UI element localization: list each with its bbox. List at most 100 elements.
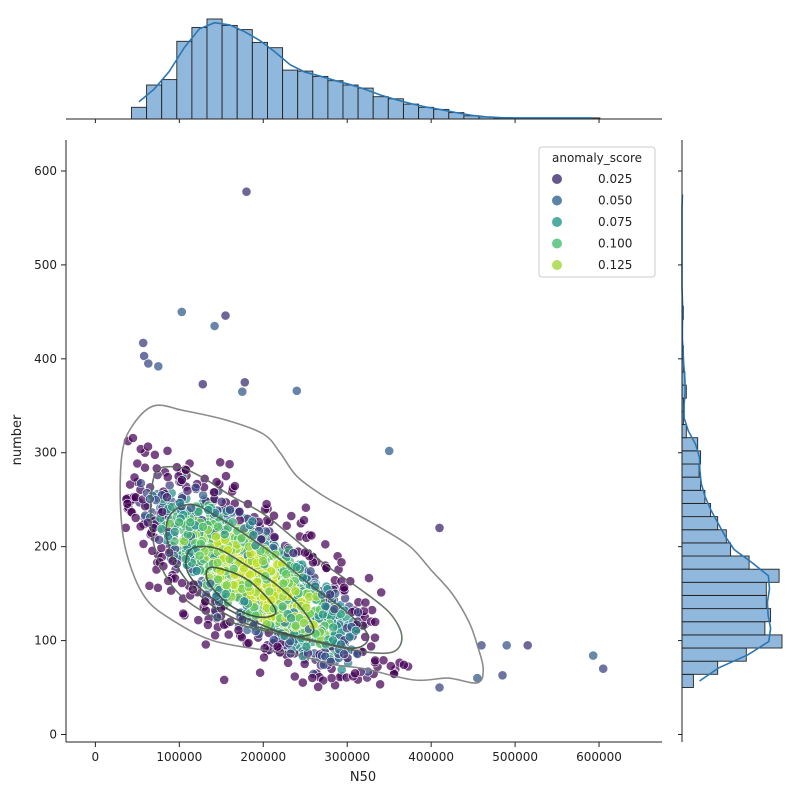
scatter-point <box>122 498 133 509</box>
scatter-point-outlier <box>588 650 599 661</box>
scatter-point-outlier <box>209 321 220 331</box>
scatter-point <box>177 578 187 588</box>
x-axis-label: N50 <box>350 770 376 785</box>
scatter-point <box>223 629 234 640</box>
scatter-point <box>299 515 309 526</box>
histogram-bar-y <box>681 529 727 544</box>
histogram-bar-y <box>681 621 766 636</box>
scatter-point <box>200 639 211 650</box>
scatter-point <box>286 511 297 521</box>
scatter-point <box>220 589 231 599</box>
histogram-bar-x <box>403 103 420 120</box>
scatter-point <box>269 532 280 542</box>
y-tick-label: 100 <box>34 634 57 648</box>
scatter-point <box>289 671 300 682</box>
scatter-point <box>215 457 226 468</box>
histogram-bar-x <box>297 70 314 120</box>
scatter-point <box>328 622 339 633</box>
legend-entry-label: 0.025 <box>598 172 632 186</box>
histogram-bar-x <box>387 98 404 120</box>
kde-contour-line <box>150 465 403 655</box>
scatter-point <box>169 526 180 537</box>
scatter-point <box>353 607 363 618</box>
scatter-point-outlier <box>522 640 533 651</box>
histogram-bar-x <box>342 84 359 120</box>
histogram-bar-y <box>681 516 719 531</box>
scatter-point <box>202 620 213 630</box>
histogram-bar-y <box>681 595 767 610</box>
scatter-point <box>307 673 318 683</box>
scatter-point <box>186 502 197 513</box>
scatter-point <box>225 504 235 515</box>
scatter-point <box>130 513 141 523</box>
kde-curve-x <box>138 21 593 119</box>
scatter-point <box>283 657 293 668</box>
scatter-point <box>224 459 235 470</box>
scatter-point <box>142 517 153 528</box>
scatter-point <box>162 445 173 456</box>
scatter-point <box>321 563 332 573</box>
scatter-point <box>247 516 258 527</box>
scatter-point-outlier <box>143 358 154 369</box>
histogram-bar-x <box>191 27 208 120</box>
y-tick-label: 300 <box>34 446 57 460</box>
y-axis-label: number <box>10 414 25 465</box>
scatter-point <box>375 679 385 690</box>
scatter-point <box>329 604 340 615</box>
scatter-point <box>255 667 265 678</box>
scatter-point <box>178 608 189 619</box>
histogram-bar-x <box>161 79 178 120</box>
scatter-point <box>185 517 196 528</box>
scatter-point-outlier <box>497 670 508 681</box>
legend-marker <box>552 174 562 184</box>
kde-contours <box>119 404 485 684</box>
scatter-point <box>162 492 172 503</box>
scatter-point <box>213 521 223 532</box>
scatter-point <box>376 587 387 598</box>
scatter-point <box>234 506 245 517</box>
scatter-points <box>120 186 609 693</box>
scatter-point-outlier <box>434 523 445 533</box>
scatter-point <box>286 613 296 623</box>
scatter-point <box>326 673 337 683</box>
histogram-bar-y <box>681 503 712 518</box>
scatter-point <box>144 580 155 591</box>
histogram-bar-x <box>176 40 193 120</box>
scatter-point <box>317 609 328 620</box>
histogram-bar-x <box>251 41 268 120</box>
scatter-point <box>198 521 208 532</box>
histogram-bar-y <box>681 568 780 583</box>
histogram-bar-y <box>681 581 767 596</box>
scatter-point <box>221 471 231 481</box>
scatter-point <box>320 539 331 550</box>
top-marginal-histogram <box>66 18 662 123</box>
y-tick-label: 0 <box>49 727 57 741</box>
scatter-point <box>138 539 149 549</box>
histogram-bar-x <box>372 96 389 120</box>
histogram-bar-x <box>236 29 253 120</box>
kde-contour-line <box>119 404 485 684</box>
histogram-bar-x <box>282 69 299 120</box>
scatter-point <box>156 523 167 534</box>
scatter-point <box>191 566 202 576</box>
scatter-point <box>135 478 146 489</box>
scatter-point <box>370 632 380 643</box>
scatter-point <box>258 556 268 566</box>
scatter-point <box>190 482 201 493</box>
scatter-point <box>219 529 230 540</box>
scatter-point <box>221 580 232 591</box>
histogram-bar-y <box>681 542 732 557</box>
scatter-point <box>318 675 329 686</box>
scatter-point <box>264 586 275 597</box>
scatter-point <box>360 597 371 608</box>
scatter-point-outlier <box>237 386 248 397</box>
axes: 0 100000 200000 300000 400000 500000 600000 0 10… <box>34 140 662 764</box>
scatter-point <box>143 441 153 452</box>
x-tick-label: 500000 <box>492 750 538 764</box>
scatter-point <box>176 475 187 485</box>
scatter-point <box>211 531 221 542</box>
scatter-point <box>233 625 244 636</box>
histogram-bar-x <box>267 47 284 120</box>
scatter-point-outlier <box>138 337 149 348</box>
